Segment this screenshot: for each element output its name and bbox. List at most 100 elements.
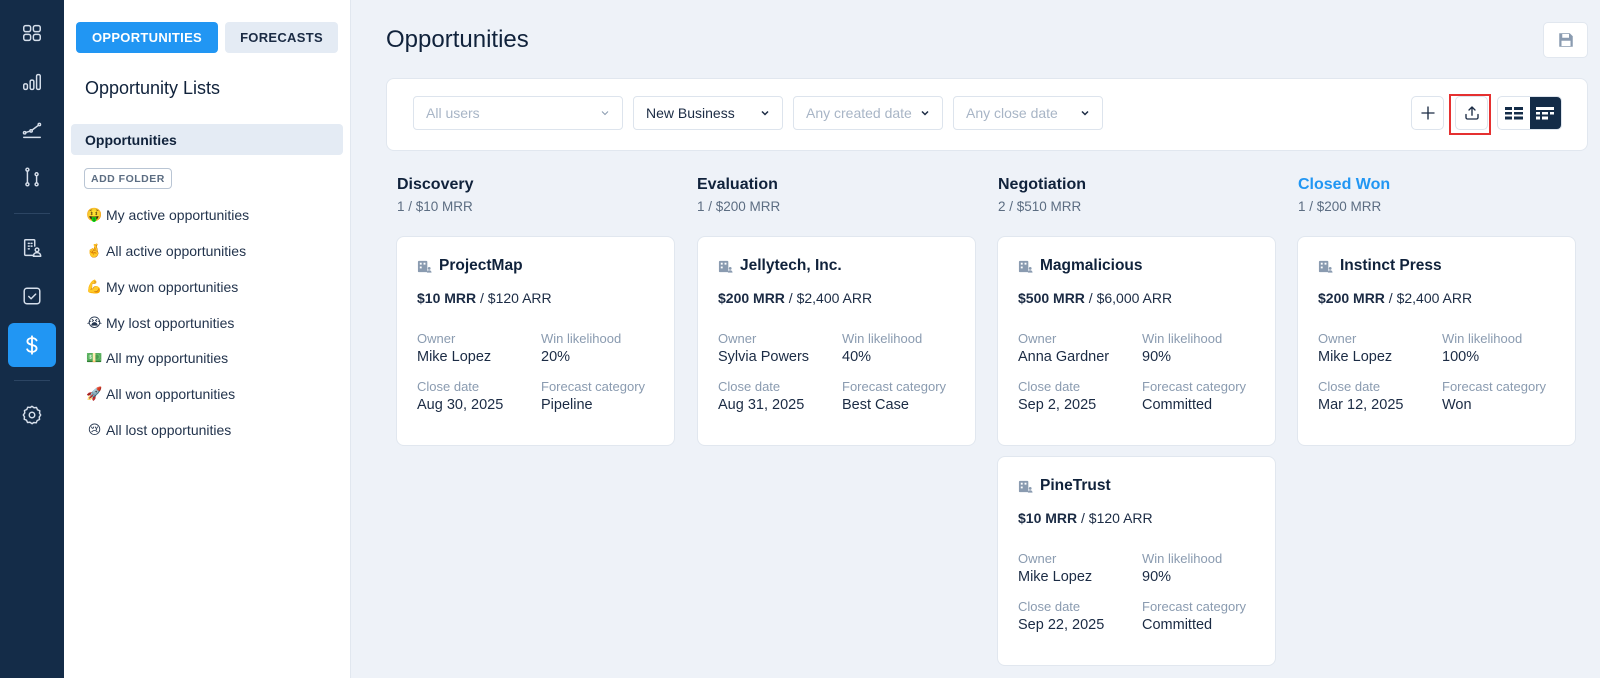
add-folder-button[interactable]: ADD FOLDER: [84, 168, 172, 189]
list-item-label: My active opportunities: [106, 207, 250, 223]
field-value: Sylvia Powers: [718, 349, 810, 365]
card-win-field: Win likelihood 100%: [1442, 331, 1522, 365]
field-value: Aug 30, 2025: [417, 397, 504, 413]
settings-icon[interactable]: [8, 393, 56, 437]
export-button[interactable]: [1455, 96, 1488, 130]
field-value: Mike Lopez: [1318, 349, 1393, 365]
list-item-my-won[interactable]: 💪 My won opportunities: [86, 279, 238, 295]
card-mrr: $500 MRR: [1018, 290, 1085, 306]
column-summary: 2 / $510 MRR: [998, 199, 1082, 214]
card-owner-field: Owner Anna Gardner: [1018, 331, 1109, 365]
card-mrr: $200 MRR: [718, 290, 785, 306]
card-revenue: $10 MRR / $120 ARR: [1018, 510, 1153, 526]
card-revenue: $10 MRR / $120 ARR: [417, 290, 552, 306]
add-opportunity-button[interactable]: [1411, 96, 1444, 130]
tab-forecasts[interactable]: FORECASTS: [225, 22, 338, 53]
card-win-field: Win likelihood 20%: [541, 331, 621, 365]
list-item-my-active[interactable]: 🤑 My active opportunities: [86, 207, 249, 223]
opportunity-sidebar: OPPORTUNITIES FORECASTS Opportunity List…: [64, 0, 351, 678]
card-arr: / $120 ARR: [476, 290, 552, 306]
close-date-filter[interactable]: Any close date: [953, 96, 1103, 130]
chevron-down-icon: [1081, 110, 1089, 116]
field-label: Owner: [1018, 331, 1057, 346]
card-close-date-field: Close date Mar 12, 2025: [1318, 379, 1403, 413]
users-filter[interactable]: All users: [413, 96, 623, 130]
list-item-all-won[interactable]: 🚀 All won opportunities: [86, 386, 235, 402]
type-filter[interactable]: New Business: [633, 96, 783, 130]
board-view-icon: [1536, 107, 1555, 120]
export-button-highlight: [1449, 94, 1491, 135]
card-revenue: $200 MRR / $2,400 ARR: [718, 290, 872, 306]
list-item-all-active[interactable]: 🤞 All active opportunities: [86, 243, 246, 259]
card-company-name: ProjectMap: [439, 257, 523, 274]
dashboard-icon[interactable]: [8, 11, 56, 55]
type-filter-value: New Business: [646, 105, 735, 121]
bar-chart-icon[interactable]: [8, 60, 56, 104]
column-summary: 1 / $200 MRR: [697, 199, 781, 214]
opportunity-card[interactable]: ProjectMap $10 MRR / $120 ARR Owner Mike …: [396, 236, 675, 446]
card-company-name: Magmalicious: [1040, 257, 1143, 274]
field-label: Forecast category: [1142, 379, 1247, 394]
column-summary: 1 / $10 MRR: [397, 199, 473, 214]
field-value: Best Case: [842, 397, 909, 413]
list-item-label: My lost opportunities: [106, 315, 235, 331]
field-label: Forecast category: [541, 379, 646, 394]
opportunity-card[interactable]: Magmalicious $500 MRR / $6,000 ARR Owner…: [997, 236, 1276, 446]
opportunity-card[interactable]: Jellytech, Inc. $200 MRR / $2,400 ARR Ow…: [697, 236, 976, 446]
list-item-all-my[interactable]: 💵 All my opportunities: [86, 350, 228, 366]
field-label: Close date: [1318, 379, 1381, 394]
list-item-my-lost[interactable]: 😭 My lost opportunities: [86, 315, 235, 331]
card-close-date-field: Close date Sep 2, 2025: [1018, 379, 1096, 413]
chevron-down-icon: [921, 110, 929, 116]
field-value: Pipeline: [541, 397, 593, 413]
list-item-all-lost[interactable]: 😢 All lost opportunities: [86, 422, 232, 438]
card-win-field: Win likelihood 40%: [842, 331, 922, 365]
field-value: Mike Lopez: [417, 349, 492, 365]
sidebar-title: Opportunity Lists: [85, 78, 221, 98]
card-forecast-field: Forecast category Won: [1442, 379, 1546, 413]
pipeline-icon[interactable]: [8, 155, 56, 199]
dollar-icon[interactable]: [8, 323, 56, 367]
field-label: Win likelihood: [1442, 331, 1523, 346]
opportunity-card[interactable]: PineTrust $10 MRR / $120 ARR Owner Mike L…: [997, 456, 1276, 666]
list-view-button[interactable]: [1498, 97, 1530, 129]
close-date-filter-value: Any close date: [966, 105, 1058, 121]
column-title[interactable]: Closed Won: [1298, 176, 1391, 193]
field-label: Win likelihood: [1142, 331, 1223, 346]
created-date-filter-value: Any created date: [806, 105, 912, 121]
tasks-icon[interactable]: [8, 274, 56, 318]
dollar-banknote-icon: 💵: [86, 350, 103, 365]
field-value: Sep 22, 2025: [1018, 617, 1105, 633]
card-revenue: $200 MRR / $2,400 ARR: [1318, 290, 1472, 306]
created-date-filter[interactable]: Any created date: [793, 96, 943, 130]
board-view-button[interactable]: [1529, 97, 1561, 129]
sidebar-item-opportunities[interactable]: Opportunities: [71, 124, 343, 155]
card-win-field: Win likelihood 90%: [1142, 331, 1222, 365]
card-owner-field: Owner Mike Lopez: [1318, 331, 1392, 365]
company-icon: [718, 260, 733, 273]
tab-opportunities[interactable]: OPPORTUNITIES: [76, 22, 218, 53]
field-value: Won: [1442, 397, 1472, 413]
save-view-button[interactable]: [1543, 22, 1588, 58]
trend-icon[interactable]: [8, 108, 56, 152]
field-label: Close date: [718, 379, 781, 394]
field-label: Close date: [417, 379, 480, 394]
chevron-down-icon: [761, 110, 769, 116]
column-title: Discovery: [397, 176, 474, 193]
field-label: Owner: [718, 331, 757, 346]
chevron-down-icon: [601, 111, 609, 116]
list-item-label: All active opportunities: [106, 243, 247, 259]
card-revenue: $500 MRR / $6,000 ARR: [1018, 290, 1172, 306]
card-arr: / $6,000 ARR: [1084, 290, 1173, 306]
app-rail: [0, 0, 64, 678]
opportunity-card[interactable]: Instinct Press $200 MRR / $2,400 ARR Own…: [1297, 236, 1576, 446]
column-title: Negotiation: [998, 176, 1086, 193]
card-arr: / $2,400 ARR: [1384, 290, 1473, 306]
card-forecast-field: Forecast category Committed: [1142, 379, 1246, 413]
accounts-icon[interactable]: [8, 226, 56, 270]
field-value: Anna Gardner: [1018, 349, 1110, 365]
company-icon: [1318, 260, 1333, 273]
list-item-label: All won opportunities: [106, 386, 236, 402]
field-value: Mar 12, 2025: [1318, 397, 1404, 413]
field-value: 90%: [1142, 349, 1172, 365]
